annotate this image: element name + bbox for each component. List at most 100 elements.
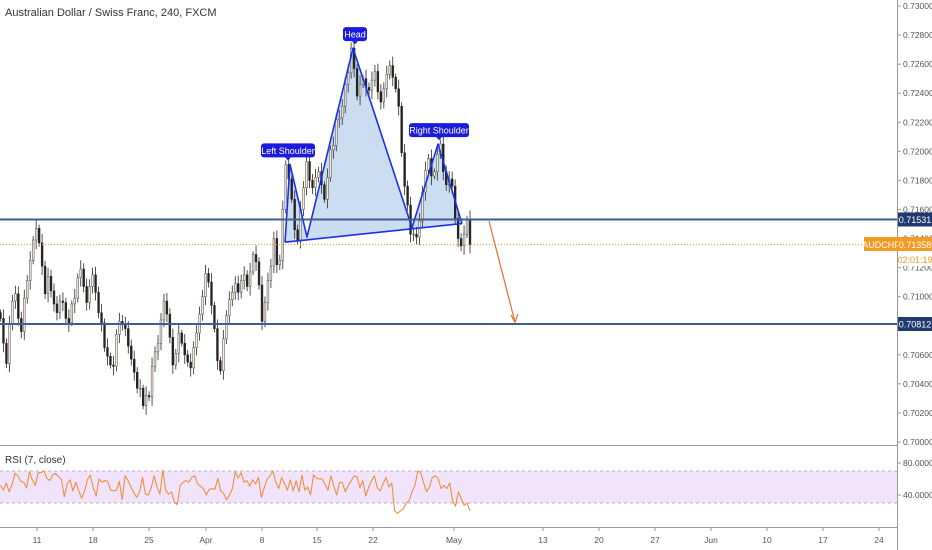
candle-body	[156, 342, 160, 353]
candle	[394, 73, 397, 93]
candle-body	[204, 273, 207, 297]
candle	[260, 276, 264, 331]
candle-body	[64, 302, 68, 319]
candle-body	[147, 395, 151, 398]
candle-body	[332, 145, 335, 151]
candle	[210, 273, 213, 315]
candle-body	[23, 297, 26, 332]
pattern-label-bg	[261, 143, 315, 158]
candle-body	[281, 209, 284, 261]
rsi-band	[0, 471, 897, 503]
level-price-tags: 0.71531 0.70812	[898, 212, 932, 331]
candle	[73, 288, 76, 314]
candle	[355, 64, 359, 101]
candle	[462, 225, 466, 255]
candle	[234, 276, 237, 300]
candle-body	[418, 220, 421, 238]
candle-body	[314, 177, 317, 188]
candle	[112, 355, 115, 376]
candle-body	[106, 347, 109, 357]
candle	[207, 268, 210, 288]
candle	[88, 279, 91, 310]
pattern-label-pointer-icon	[352, 41, 358, 45]
pattern-label-pointer-icon	[436, 137, 442, 141]
candle-body	[412, 233, 415, 236]
candle	[183, 334, 186, 364]
candle-body	[20, 318, 23, 332]
candle	[278, 254, 281, 271]
candle	[240, 274, 243, 299]
candle-body	[341, 106, 344, 119]
candle	[174, 348, 177, 370]
candle	[329, 145, 332, 182]
candlestick-series	[0, 39, 472, 415]
pattern-label[interactable]: Left Shoulder	[261, 143, 315, 161]
candle-body	[34, 228, 38, 241]
current-price-tag: AUDCHF 0.71358 02:01:19	[862, 237, 932, 266]
candle-body	[40, 242, 44, 267]
candle-body	[177, 332, 180, 354]
candle	[213, 301, 216, 333]
candle	[153, 346, 157, 373]
candle	[358, 75, 362, 106]
candle-body	[403, 152, 406, 187]
candle-body	[415, 233, 418, 238]
candle-body	[290, 178, 293, 200]
candle-body	[257, 261, 261, 286]
candle-body	[376, 71, 380, 92]
head-and-shoulders-outline	[284, 47, 463, 243]
candle-body	[97, 292, 100, 313]
target-arrow[interactable]	[488, 220, 516, 323]
candle-body	[46, 276, 50, 295]
candle-body	[373, 71, 377, 81]
candle-body	[266, 280, 270, 303]
current-price-label: 0.71358	[899, 240, 932, 250]
candle-body	[14, 293, 17, 302]
candle-body	[269, 265, 273, 281]
candle	[216, 319, 219, 370]
candle	[130, 339, 133, 366]
candle-body	[67, 318, 71, 324]
candle	[5, 338, 8, 369]
candle-body	[168, 313, 172, 338]
candle	[40, 233, 44, 276]
candle-body	[228, 299, 231, 316]
candle-body	[112, 364, 115, 367]
symbol-tag-bg	[864, 237, 898, 251]
candle	[231, 285, 234, 307]
rsi-axis[interactable]: 80.0000 40.0000	[897, 458, 932, 500]
candle	[400, 102, 403, 157]
candle-body	[82, 268, 85, 287]
candle-body	[171, 337, 175, 366]
candle-body	[305, 161, 308, 188]
candle	[46, 267, 50, 303]
candle-body	[127, 328, 130, 347]
candle-body	[174, 353, 177, 366]
rsi-title: RSI (7, close)	[5, 455, 66, 466]
pattern-label-bg	[409, 123, 469, 138]
candle-body	[0, 312, 2, 319]
candle-body	[296, 229, 299, 241]
candle	[55, 296, 59, 321]
pattern-label[interactable]: Right Shoulder	[409, 123, 469, 141]
candle-body	[275, 238, 279, 265]
candle-body	[49, 276, 53, 292]
candle	[136, 367, 139, 394]
candle-body	[180, 332, 183, 344]
candle	[266, 272, 270, 311]
candle-body	[302, 187, 305, 210]
time-axis[interactable]: 11 18 25 Apr 8 15 22 May 13 20 27 Jun 10 17 24	[33, 527, 884, 545]
candle	[370, 71, 374, 99]
bar-countdown: 02:01:19	[897, 255, 932, 265]
candle-body	[462, 233, 466, 247]
pattern-label[interactable]: Head	[343, 27, 367, 45]
candle-body	[213, 305, 216, 329]
candle-body	[242, 274, 246, 281]
candle	[248, 262, 252, 296]
candle-body	[388, 65, 391, 75]
candle	[245, 270, 249, 292]
candle	[150, 357, 154, 406]
candle-body	[76, 277, 79, 299]
candle-body	[88, 286, 91, 303]
